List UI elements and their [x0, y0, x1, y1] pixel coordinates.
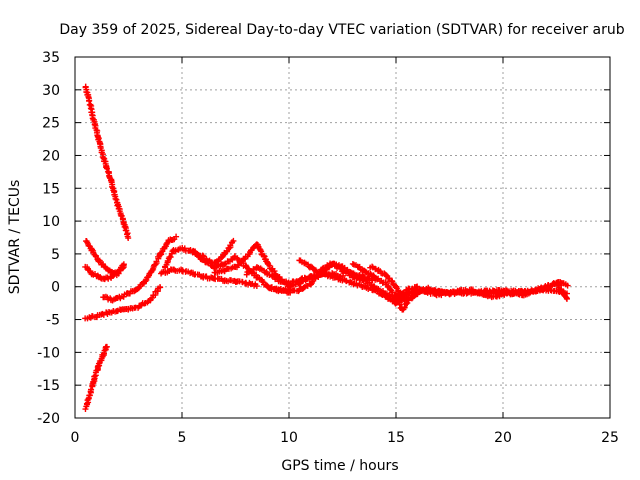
data-point — [257, 265, 264, 272]
series-arc-14 — [318, 260, 421, 303]
x-tick-label: 0 — [71, 430, 80, 446]
grid-lines — [75, 57, 610, 418]
series-arc-7 — [162, 237, 237, 271]
series-arc-4 — [82, 263, 127, 283]
data-point — [401, 304, 408, 311]
y-tick-label: -15 — [37, 378, 60, 394]
chart-title: Day 359 of 2025, Sidereal Day-to-day VTE… — [59, 22, 624, 38]
series-arc-1 — [82, 83, 132, 242]
data-point — [563, 295, 570, 302]
series-arc-2 — [82, 343, 110, 413]
data-point — [120, 264, 127, 271]
x-tick-label: 20 — [494, 430, 512, 446]
data-point — [313, 268, 320, 275]
series-arc-15 — [349, 260, 421, 313]
y-tick-label: 5 — [51, 247, 60, 263]
data-point — [88, 386, 95, 393]
x-axis: 0 5 10 15 20 25 — [71, 57, 619, 446]
x-tick-label: 25 — [601, 430, 619, 446]
y-tick-label: -5 — [46, 313, 60, 329]
x-axis-label: GPS time / hours — [281, 458, 398, 474]
y-tick-label: 0 — [51, 280, 60, 296]
data-point — [389, 289, 396, 296]
data-point — [356, 263, 363, 270]
series-arc-6 — [100, 233, 180, 304]
data-point — [103, 165, 110, 172]
data-point — [173, 233, 180, 240]
data-point — [266, 262, 273, 269]
data-point — [403, 301, 410, 308]
x-tick-label: 10 — [280, 430, 298, 446]
y-tick-label: -10 — [37, 345, 60, 361]
data-point — [119, 265, 126, 272]
data-point — [92, 252, 99, 259]
y-tick-label: 30 — [42, 83, 60, 99]
x-tick-label: 15 — [387, 430, 405, 446]
y-axis: -20 -15 -10 -5 0 5 10 15 20 25 30 35 — [37, 50, 610, 427]
data-point — [172, 248, 179, 255]
data-point — [369, 263, 376, 270]
y-tick-label: 25 — [42, 116, 60, 132]
series-arc-19 — [413, 279, 571, 299]
x-tick-label: 5 — [178, 430, 187, 446]
data-point — [259, 278, 266, 285]
data-point — [230, 237, 237, 244]
series-arc-16 — [367, 263, 425, 304]
data-point — [389, 278, 396, 285]
data-point — [142, 278, 149, 285]
data-point — [564, 282, 571, 289]
y-tick-label: 20 — [42, 148, 60, 164]
y-tick-label: 35 — [42, 50, 60, 66]
series-arc-8 — [158, 266, 260, 290]
data-point — [171, 266, 178, 273]
data-point — [349, 260, 356, 267]
data-point — [125, 235, 132, 242]
data-point — [408, 289, 415, 296]
data-point — [253, 283, 260, 290]
data-point — [115, 270, 122, 277]
data-point — [271, 268, 278, 275]
data-point — [383, 272, 390, 279]
data-series — [82, 83, 571, 413]
y-tick-label: -20 — [37, 411, 60, 427]
data-point — [112, 195, 119, 202]
data-point — [91, 373, 98, 380]
plot-frame — [74, 56, 611, 419]
series-arc-5 — [82, 284, 164, 322]
data-point — [167, 253, 174, 260]
data-point — [103, 343, 110, 350]
y-axis-label: SDTVAR / TECUs — [7, 180, 23, 295]
data-point — [457, 288, 464, 295]
y-tick-label: 10 — [42, 214, 60, 230]
data-point — [157, 284, 164, 291]
data-point — [350, 272, 357, 279]
data-point — [330, 260, 337, 267]
y-tick-label: 15 — [42, 181, 60, 197]
